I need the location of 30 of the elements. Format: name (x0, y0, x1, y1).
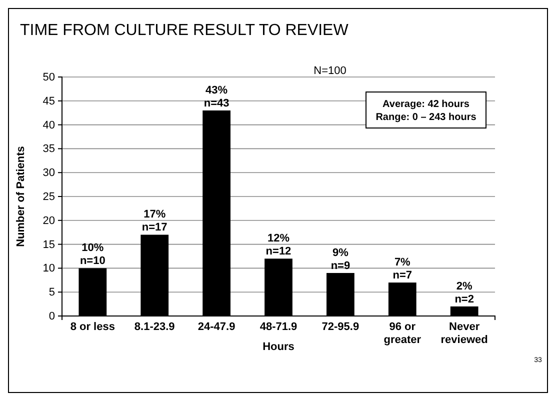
x-tick-label: 96 or greater (384, 321, 422, 346)
data-label: 9% n=9 (330, 246, 350, 272)
annotation: N=100 (314, 65, 346, 77)
y-axis-title: Number of Patients (15, 146, 27, 247)
y-tick-label: 35 (42, 143, 55, 156)
y-tick-label: 30 (42, 167, 55, 180)
y-tick-label: 50 (42, 72, 55, 84)
chart-title: TIME FROM CULTURE RESULT TO REVIEW (20, 22, 350, 39)
y-tick-label: 20 (42, 214, 55, 227)
x-tick-label: 8 or less (70, 321, 115, 333)
data-label: 2% n=2 (454, 280, 474, 306)
annotation: Average: 42 hours Range: 0 – 243 hours (376, 99, 477, 123)
y-tick-label: 5 (48, 286, 55, 299)
data-label: 43% n=43 (204, 84, 230, 110)
y-tick-label: 45 (42, 95, 55, 108)
x-tick-label: 24-47.9 (198, 321, 236, 333)
y-tick-label: 15 (42, 238, 55, 251)
x-tick-label: 72-95.9 (322, 321, 360, 333)
data-label: 12% n=12 (266, 232, 292, 258)
data-label: 17% n=17 (142, 208, 168, 234)
y-tick-label: 40 (42, 119, 55, 132)
data-label: 7% n=7 (392, 256, 412, 282)
x-tick-label: 48-71.9 (260, 321, 298, 333)
y-tick-label: 25 (42, 191, 55, 204)
x-axis-title: Hours (262, 341, 294, 353)
y-tick-label: 0 (48, 310, 55, 323)
x-tick-label: Never reviewed (440, 321, 488, 346)
x-tick-label: 8.1-23.9 (134, 321, 175, 333)
data-label: 10% n=10 (80, 242, 106, 268)
y-tick-label: 10 (42, 262, 55, 275)
